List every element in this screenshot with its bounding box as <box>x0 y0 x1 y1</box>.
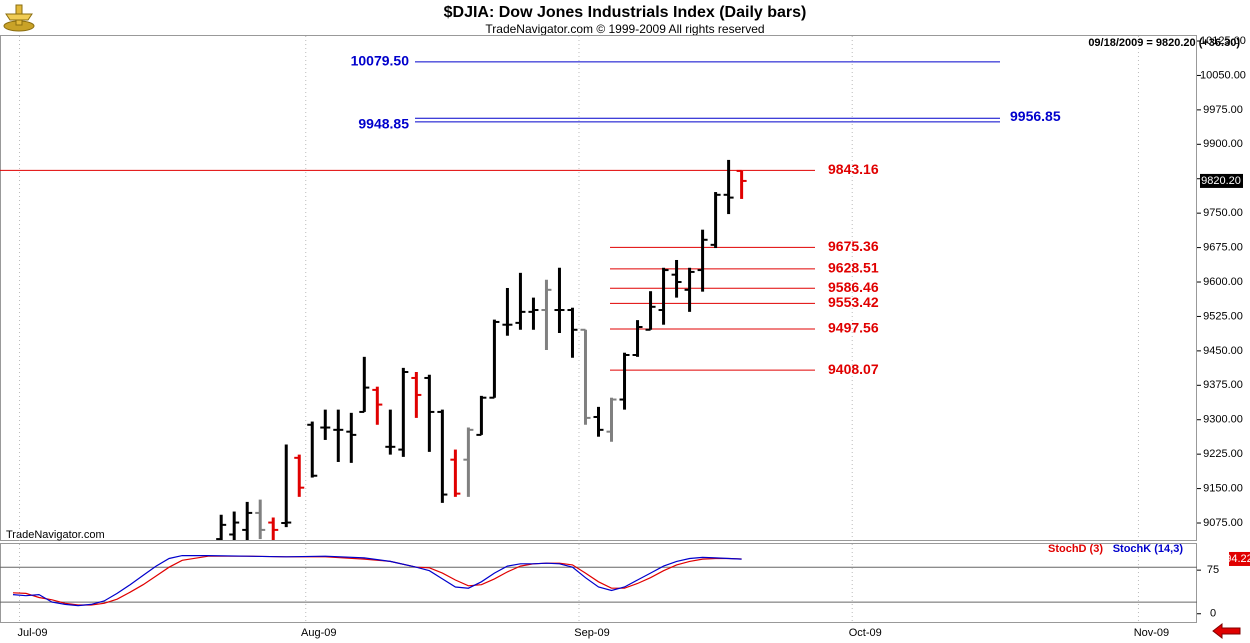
level-label: 9948.85 <box>358 116 409 132</box>
bars <box>216 159 747 540</box>
y-tick-label: 9750.00 <box>1203 207 1243 219</box>
level-label: 9586.46 <box>828 279 879 295</box>
scroll-arrow[interactable] <box>1212 622 1241 640</box>
last-price-box <box>1200 173 1243 188</box>
y-tick-label: 10050.00 <box>1200 69 1246 81</box>
chart-subtitle: TradeNavigator.com © 1999-2009 All right… <box>485 22 764 36</box>
stoch-tick-label: 0 <box>1210 608 1216 620</box>
y-tick-label: 9375.00 <box>1203 379 1243 391</box>
stoch-panel <box>0 543 1197 623</box>
x-tick-label: Sep-09 <box>574 627 609 639</box>
y-tick-label: 10125.00 <box>1200 35 1246 47</box>
chart-title: $DJIA: Dow Jones Industrials Index (Dail… <box>444 4 807 21</box>
watermark: TradeNavigator.com <box>6 529 105 541</box>
stoch-lines <box>12 555 742 607</box>
level-label: 10079.50 <box>351 53 410 69</box>
y-tick-label: 9675.00 <box>1203 241 1243 253</box>
legend-entry: StochD (3) <box>1048 543 1103 555</box>
price-panel <box>0 35 1197 541</box>
logo <box>3 4 35 32</box>
stoch-last-label: 94.22 <box>1225 553 1250 565</box>
y-tick-label: 9900.00 <box>1203 138 1243 150</box>
y-tick-label: 9525.00 <box>1203 310 1243 322</box>
y-tick-label: 9300.00 <box>1203 414 1243 426</box>
level-label: 9497.56 <box>828 320 879 336</box>
legend-entry: StochK (14,3) <box>1113 543 1184 555</box>
stoch-tick-label: 75 <box>1207 564 1219 576</box>
level-label: 9843.16 <box>828 161 879 177</box>
x-tick-label: Nov-09 <box>1134 627 1169 639</box>
x-tick-label: Oct-09 <box>849 627 882 639</box>
level-label: 9553.42 <box>828 294 879 310</box>
stoch-line <box>12 555 742 607</box>
level-label: 9628.51 <box>828 260 879 276</box>
y-tick-label: 9975.00 <box>1203 104 1243 116</box>
y-tick-label: 9600.00 <box>1203 276 1243 288</box>
y-tick-label: 9450.00 <box>1203 345 1243 357</box>
x-tick-label: Aug-09 <box>301 627 336 639</box>
level-label: 9408.07 <box>828 361 879 377</box>
level-label: 9675.36 <box>828 238 879 254</box>
last-price-label: 9820.20 <box>1201 175 1241 187</box>
stoch-last-box <box>1229 551 1250 566</box>
level-label: 9956.85 <box>1010 108 1061 124</box>
stoch-line <box>12 555 742 606</box>
y-tick-label: 9075.00 <box>1203 517 1243 529</box>
x-tick-label: Jul-09 <box>18 627 48 639</box>
y-tick-label: 9150.00 <box>1203 482 1243 494</box>
quote: 09/18/2009 = 9820.20 (+36.30) <box>1088 37 1240 49</box>
y-tick-label: 9225.00 <box>1203 448 1243 460</box>
